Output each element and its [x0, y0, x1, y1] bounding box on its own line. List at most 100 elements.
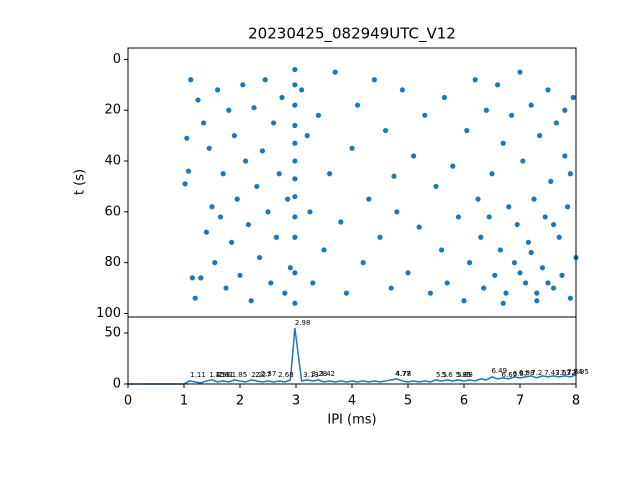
scatter-point — [188, 77, 194, 83]
scatter-point — [315, 112, 321, 118]
scatter-point — [292, 300, 298, 306]
scatter-point — [475, 196, 481, 202]
scatter-point — [562, 107, 568, 113]
peak-label: 6.67 — [502, 371, 518, 379]
scatter-point — [271, 120, 277, 126]
scatter-point — [292, 158, 298, 164]
scatter-point — [427, 290, 433, 296]
x-tick-label: 8 — [572, 394, 580, 409]
peak-label: 2.68 — [278, 371, 294, 379]
y-axis-label: t (s) — [73, 169, 88, 195]
scatter-point — [539, 265, 546, 271]
scatter-point — [416, 224, 422, 230]
peak-label: 4.77 — [395, 370, 411, 378]
x-tick-label: 0 — [124, 394, 132, 409]
x-tick-label: 3 — [292, 394, 300, 409]
scatter-point — [525, 239, 532, 245]
x-tick-label: 7 — [516, 394, 524, 409]
scatter-point — [310, 280, 316, 286]
y-tick-label: 60 — [104, 204, 121, 219]
scatter-point — [237, 272, 243, 278]
y-tick-label: 20 — [104, 103, 121, 118]
scatter-point — [422, 112, 428, 118]
peak-label: 5.88 — [457, 371, 473, 379]
scatter-point — [411, 153, 417, 159]
scatter-point — [234, 196, 240, 202]
scatter-point — [444, 280, 450, 286]
scatter-point — [570, 94, 576, 101]
peak-label: 7.43 — [544, 369, 560, 377]
scatter-point — [531, 196, 537, 202]
scatter-point — [509, 112, 515, 118]
scatter-point — [268, 280, 274, 286]
peak-label: 4.78 — [396, 370, 412, 378]
scatter-point — [338, 219, 344, 225]
scatter-point — [495, 82, 501, 88]
scatter-point — [292, 140, 298, 146]
scatter-point — [545, 280, 551, 286]
scatter-point — [388, 285, 394, 291]
scatter-point — [534, 298, 540, 304]
scatter-point — [229, 239, 235, 245]
scatter-point — [542, 214, 548, 220]
x-tick-label: 4 — [348, 394, 356, 409]
scatter-point — [226, 107, 232, 113]
scatter-point — [201, 120, 207, 126]
scatter-point — [441, 94, 447, 101]
scatter-point — [189, 275, 195, 281]
peak-label: 5.5 — [436, 371, 447, 379]
scatter-point — [545, 87, 551, 93]
scatter-point — [212, 260, 218, 266]
scatter-point — [500, 140, 506, 146]
scatter-point — [279, 94, 285, 101]
scatter-point — [467, 260, 473, 266]
scatter-point — [528, 102, 534, 108]
peak-label: 3.13 — [303, 371, 319, 379]
scatter-point — [299, 87, 305, 93]
scatter-point — [198, 275, 204, 281]
scatter-point — [285, 196, 291, 202]
scatter-point — [184, 135, 190, 141]
scatter-point — [349, 145, 355, 151]
scatter-point — [206, 145, 212, 151]
y-tick-label: 0 — [113, 52, 121, 67]
peak-label: 6.87 — [513, 370, 529, 378]
scatter-point — [259, 148, 265, 154]
scatter-point — [251, 105, 257, 111]
peak-label: 1.61 — [218, 371, 234, 379]
scatter-point — [231, 133, 237, 139]
scatter-point — [391, 173, 397, 179]
scatter-point — [287, 265, 293, 271]
scatter-point — [223, 285, 229, 291]
scatter-point — [433, 183, 439, 190]
scatter-point — [548, 178, 554, 184]
peak-label: 6.98 — [519, 369, 535, 377]
scatter-point — [439, 247, 445, 253]
scatter-point — [528, 249, 534, 256]
scatter-point — [292, 122, 298, 129]
scatter-point — [245, 221, 251, 228]
peak-label: 3.42 — [320, 370, 336, 378]
peak-label: 7.72 — [560, 369, 576, 377]
peak-label: 1.11 — [190, 371, 206, 379]
scatter-point — [567, 171, 574, 177]
scatter-point — [343, 290, 349, 296]
scatter-point — [559, 272, 565, 278]
scatter-point — [486, 214, 492, 220]
scatter-point — [506, 204, 512, 210]
scatter-point — [556, 234, 562, 240]
scatter-point — [492, 272, 498, 278]
scatter-point — [562, 153, 568, 159]
scatter-point — [534, 290, 540, 296]
scatter-point — [360, 260, 366, 266]
scatter-point — [248, 298, 254, 304]
y-tick-label: 80 — [104, 255, 121, 270]
scatter-point — [461, 298, 467, 304]
scatter-point — [304, 133, 310, 139]
scatter-point — [265, 209, 271, 215]
scatter-point — [292, 82, 298, 88]
x-axis-label: IPI (ms) — [327, 413, 376, 428]
scatter-point — [464, 127, 470, 134]
